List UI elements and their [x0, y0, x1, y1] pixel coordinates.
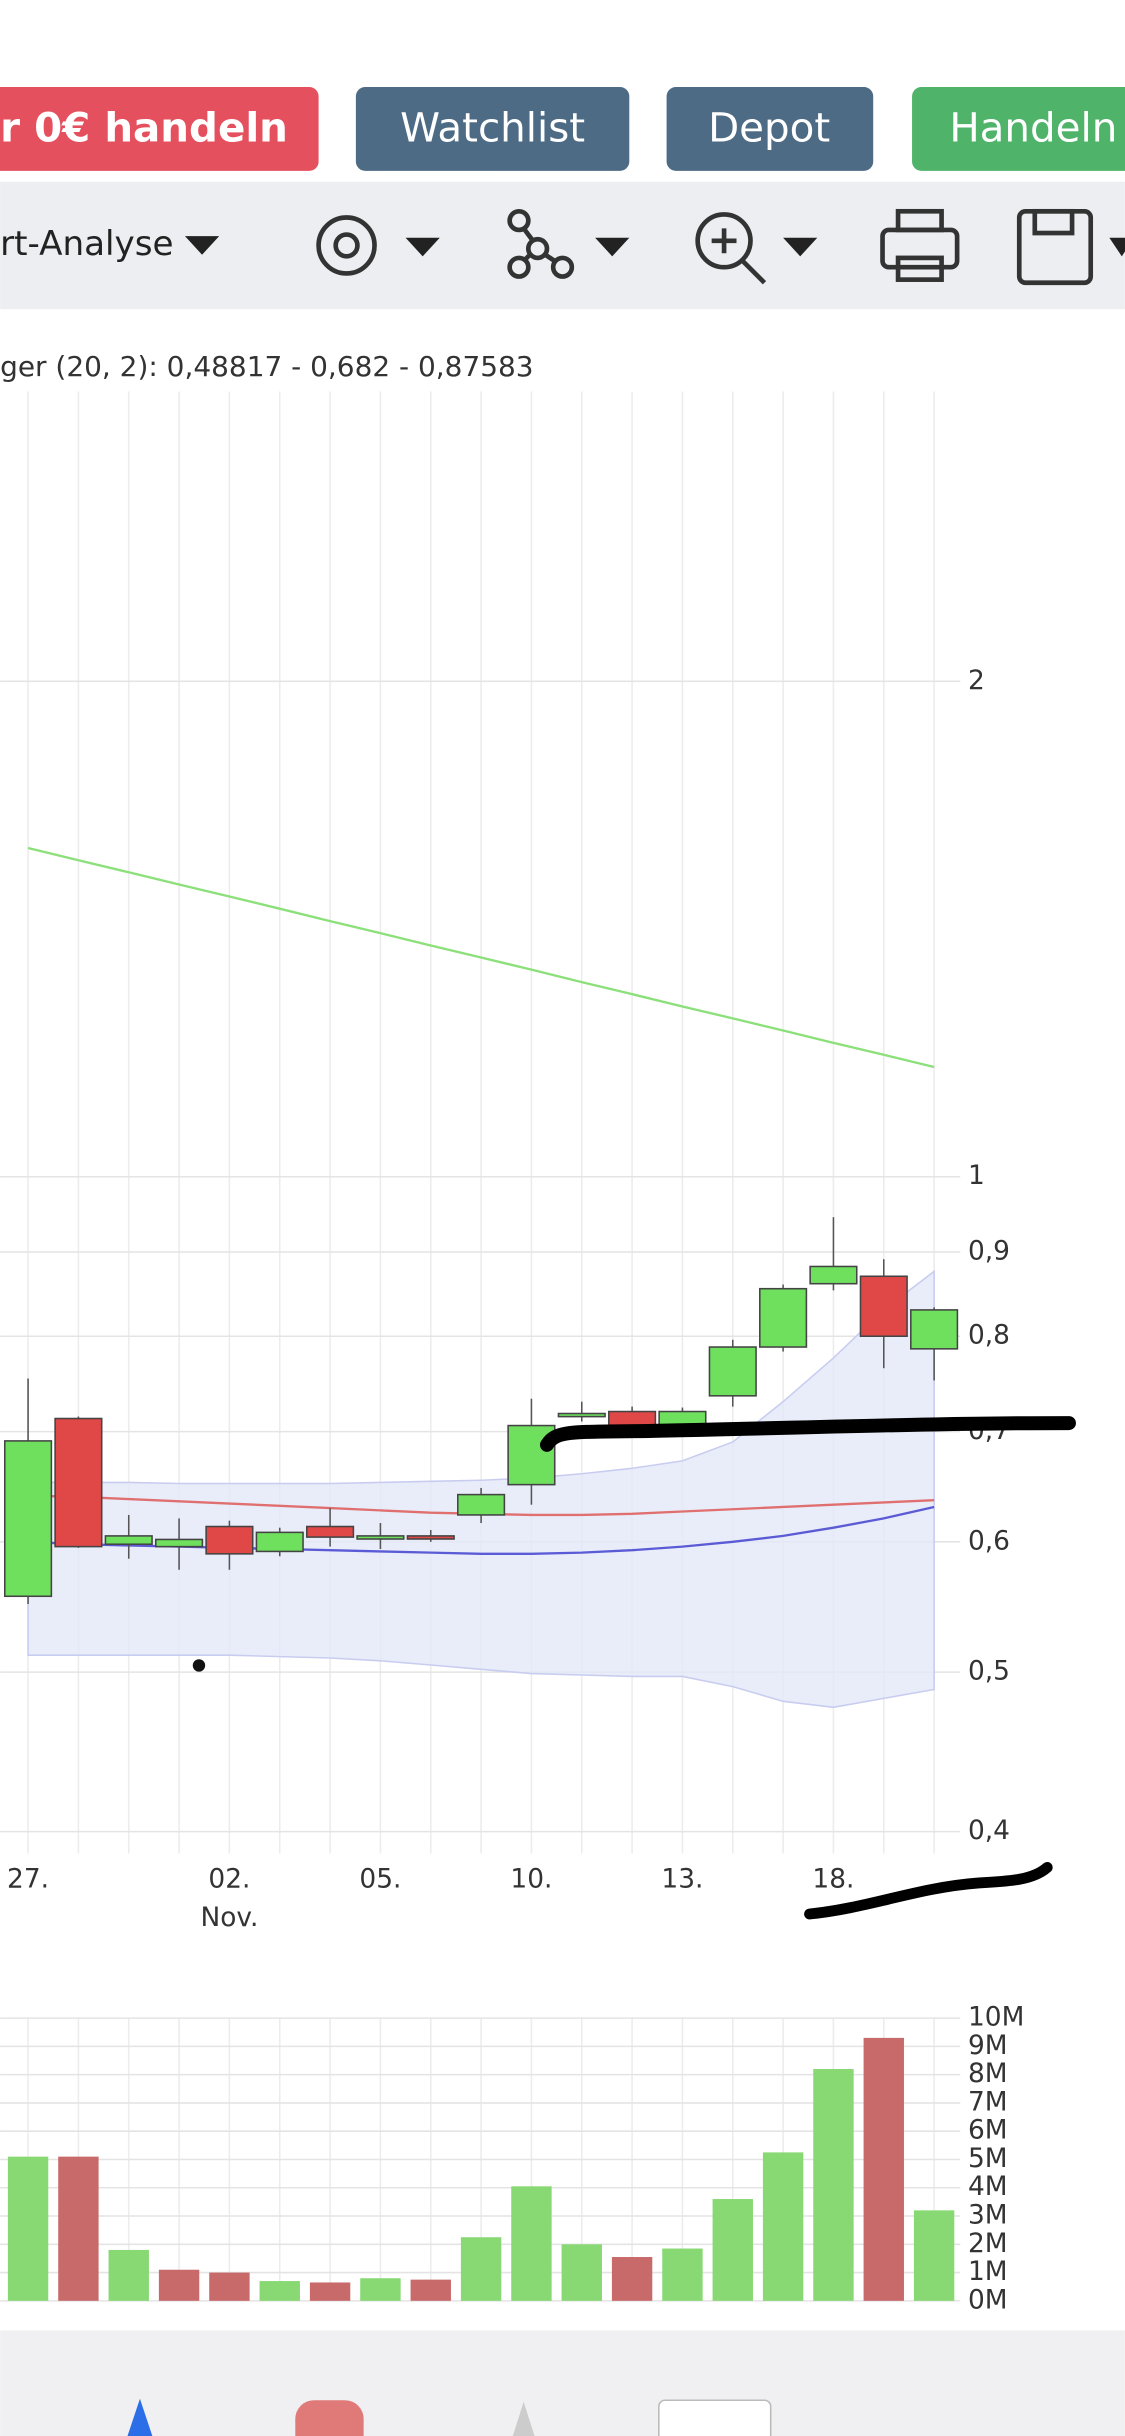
settings-icon[interactable]: [316, 215, 377, 276]
volume-bar: [108, 2249, 149, 2301]
indicator-line: [27, 846, 935, 1069]
y-tick-label: 7M: [968, 2086, 1008, 2117]
x-tick-label: 10.: [510, 1863, 552, 1894]
candle-body: [910, 1309, 959, 1350]
volume-bar: [410, 2279, 451, 2301]
x-tick-label: 02.: [208, 1863, 250, 1894]
volume-bar: [209, 2272, 250, 2301]
volume-bar: [360, 2278, 401, 2301]
dropdown-arrow[interactable]: [595, 237, 630, 257]
candle-body: [557, 1412, 606, 1418]
volume-bar: [712, 2199, 753, 2301]
volume-bar: [611, 2257, 653, 2301]
candle-body: [356, 1535, 405, 1540]
y-tick-label: 9M: [968, 2030, 1008, 2061]
y-tick-label: 2M: [968, 2228, 1008, 2259]
app-icon[interactable]: [658, 2399, 772, 2436]
x-tick-label: 27.: [7, 1863, 49, 1894]
volume-bar: [259, 2281, 300, 2301]
x-tick-label: 05.: [359, 1863, 401, 1894]
volume-bar: [813, 2068, 854, 2301]
candle-body: [3, 1440, 53, 1598]
x-tick-label: 18.: [812, 1863, 854, 1894]
bottom-bar: [0, 2330, 1125, 2436]
depot-button[interactable]: [666, 87, 874, 171]
print-icon[interactable]: [880, 208, 960, 282]
trade-button-label[interactable]: r 0€ handeln: [0, 105, 288, 152]
candle-body: [759, 1287, 808, 1348]
volume-bar: [762, 2152, 804, 2301]
y-tick-label: 3M: [968, 2200, 1008, 2231]
volume-bar: [7, 2156, 49, 2301]
candle-body: [406, 1535, 455, 1540]
y-tick-label: 0,5: [968, 1656, 1010, 1687]
volume-bar: [58, 2156, 99, 2301]
indicator-icon[interactable]: [507, 208, 575, 279]
x-tick-label: 13.: [661, 1863, 703, 1894]
indicator-label: ger (20, 2): 0,48817 - 0,682 - 0,87583: [0, 350, 534, 383]
handeln-label[interactable]: Handeln: [949, 105, 1117, 152]
y-tick-label: 1M: [968, 2256, 1008, 2287]
annotation-dot: [192, 1659, 206, 1672]
dropdown-arrow[interactable]: [405, 237, 440, 257]
y-tick-label: 0M: [968, 2284, 1008, 2315]
app-icon[interactable]: [512, 2401, 535, 2436]
candle-body: [205, 1525, 254, 1555]
y-tick-label: 10M: [968, 2002, 1024, 2033]
y-tick-label: 0,8: [968, 1320, 1010, 1351]
dropdown-arrow[interactable]: [184, 236, 220, 255]
candle-body: [809, 1265, 858, 1285]
candle-body: [457, 1493, 506, 1516]
x-month-label: Nov.: [200, 1902, 258, 1933]
volume-bar: [309, 2282, 351, 2301]
volume-bar: [863, 2037, 904, 2301]
app-icon[interactable]: [295, 2400, 364, 2436]
y-tick-label: 0,6: [968, 1525, 1010, 1556]
candle-body: [255, 1531, 304, 1553]
depot-label[interactable]: Depot: [708, 105, 830, 152]
y-tick-label: 0,9: [968, 1236, 1010, 1267]
volume-bar: [158, 2269, 200, 2301]
toolbar: [0, 181, 1125, 310]
trade-button[interactable]: [0, 87, 319, 171]
candle-body: [104, 1535, 153, 1545]
y-tick-label: 1: [968, 1160, 985, 1191]
y-tick-label: 2: [968, 665, 985, 696]
y-tick-label: 0,4: [968, 1815, 1010, 1846]
save-icon[interactable]: [1016, 208, 1094, 286]
dropdown-arrow[interactable]: [783, 237, 818, 257]
candle-body: [306, 1525, 355, 1538]
y-tick-label: 6M: [968, 2115, 1008, 2146]
app-icon[interactable]: [127, 2398, 153, 2436]
watchlist-label[interactable]: Watchlist: [400, 105, 585, 152]
volume-bar: [662, 2248, 703, 2301]
candle-body: [54, 1417, 103, 1548]
candle-body: [708, 1346, 757, 1397]
analysis-menu[interactable]: rt-Analyse: [0, 224, 173, 264]
zoom-icon[interactable]: [695, 212, 767, 285]
hand-drawn-line: [539, 1416, 1076, 1452]
volume-bar: [561, 2244, 602, 2301]
dropdown-arrow[interactable]: [1109, 237, 1125, 257]
candle-body: [507, 1424, 556, 1486]
volume-bar: [460, 2237, 502, 2301]
y-tick-label: 8M: [968, 2058, 1008, 2089]
hand-drawn-underline: [804, 1861, 1053, 1920]
volume-bar: [913, 2210, 955, 2301]
candle-body: [859, 1275, 908, 1337]
candle-body: [154, 1538, 204, 1548]
y-tick-label: 4M: [968, 2171, 1008, 2202]
volume-bar: [511, 2186, 552, 2301]
handeln-button[interactable]: [912, 87, 1125, 171]
watchlist-button[interactable]: [355, 87, 630, 171]
y-tick-label: 5M: [968, 2143, 1008, 2174]
